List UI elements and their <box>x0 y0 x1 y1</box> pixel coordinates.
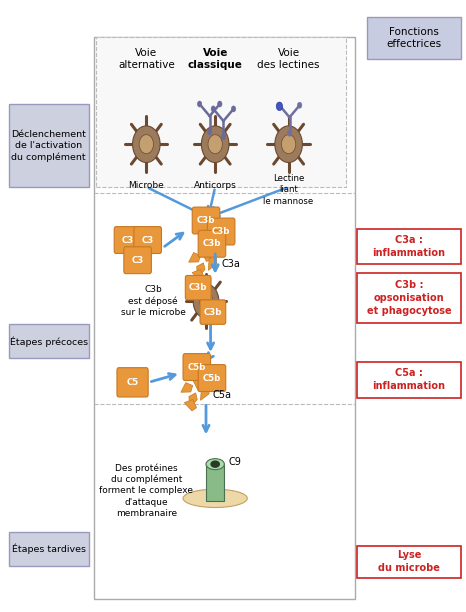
Text: C3b: C3b <box>203 239 221 248</box>
FancyBboxPatch shape <box>192 207 220 234</box>
Text: Voie
classique: Voie classique <box>188 48 243 70</box>
FancyBboxPatch shape <box>114 226 142 253</box>
Text: C3: C3 <box>131 256 144 265</box>
Text: Voie
alternative: Voie alternative <box>118 48 175 70</box>
Polygon shape <box>208 257 217 271</box>
Circle shape <box>221 134 226 140</box>
Text: C3b: C3b <box>189 283 207 292</box>
Text: Des protéines
du complément
forment le complexe
d'attaque
membranaire: Des protéines du complément forment le c… <box>99 463 193 518</box>
Text: C3b
est déposé
sur le microbe: C3b est déposé sur le microbe <box>121 285 185 317</box>
Text: C5a: C5a <box>213 390 232 400</box>
Circle shape <box>287 130 292 136</box>
Polygon shape <box>189 253 200 262</box>
Circle shape <box>197 101 202 107</box>
FancyBboxPatch shape <box>207 218 235 245</box>
FancyBboxPatch shape <box>9 324 89 358</box>
Polygon shape <box>189 393 197 408</box>
Circle shape <box>231 106 236 112</box>
FancyBboxPatch shape <box>124 247 151 274</box>
Text: Déclenchement
de l'activation
du complément: Déclenchement de l'activation du complém… <box>11 130 86 162</box>
FancyBboxPatch shape <box>198 365 226 392</box>
Circle shape <box>207 129 212 135</box>
Polygon shape <box>192 269 205 281</box>
Text: Anticorps: Anticorps <box>194 181 237 190</box>
Text: C3b: C3b <box>204 308 222 316</box>
Text: Microbe: Microbe <box>129 181 164 190</box>
FancyBboxPatch shape <box>367 17 461 59</box>
Text: Lectine
liant
le mannose: Lectine liant le mannose <box>263 174 314 206</box>
FancyBboxPatch shape <box>357 273 461 323</box>
Circle shape <box>297 102 302 108</box>
FancyBboxPatch shape <box>9 105 89 187</box>
Text: C3b :
opsonisation
et phagocytose: C3b : opsonisation et phagocytose <box>367 280 452 316</box>
Circle shape <box>277 102 282 108</box>
Text: C3b: C3b <box>212 227 230 236</box>
Polygon shape <box>197 263 205 278</box>
Text: C9: C9 <box>229 457 242 467</box>
Text: Fonctions
effectrices: Fonctions effectrices <box>386 27 441 49</box>
FancyBboxPatch shape <box>357 229 461 264</box>
Text: C3: C3 <box>122 236 134 245</box>
Text: C3b: C3b <box>197 216 215 225</box>
Ellipse shape <box>183 489 247 507</box>
Text: Étapes tardives: Étapes tardives <box>12 544 86 554</box>
Text: Voie
des lectines: Voie des lectines <box>257 48 320 70</box>
Circle shape <box>132 126 160 163</box>
Text: Étapes précoces: Étapes précoces <box>10 336 88 346</box>
FancyBboxPatch shape <box>9 532 89 565</box>
Circle shape <box>201 126 229 163</box>
FancyBboxPatch shape <box>94 37 355 599</box>
Polygon shape <box>181 382 193 392</box>
Text: C5a :
inflammation: C5a : inflammation <box>373 368 445 391</box>
Circle shape <box>208 135 222 154</box>
Text: C5b: C5b <box>188 362 206 371</box>
Text: C3a: C3a <box>221 259 240 269</box>
Text: Lyse
du microbe: Lyse du microbe <box>378 550 440 573</box>
FancyBboxPatch shape <box>357 546 461 578</box>
Circle shape <box>281 135 296 154</box>
Circle shape <box>139 135 153 154</box>
Text: C5: C5 <box>126 378 138 387</box>
FancyBboxPatch shape <box>206 464 224 501</box>
Polygon shape <box>184 400 197 411</box>
FancyBboxPatch shape <box>357 362 461 398</box>
Text: C3a :
inflammation: C3a : inflammation <box>373 236 445 258</box>
Circle shape <box>275 126 302 163</box>
Circle shape <box>218 101 222 107</box>
Circle shape <box>276 102 283 111</box>
FancyBboxPatch shape <box>200 300 226 324</box>
Circle shape <box>199 292 212 310</box>
Polygon shape <box>201 250 212 261</box>
Ellipse shape <box>206 458 224 469</box>
Polygon shape <box>193 381 204 392</box>
Ellipse shape <box>211 461 219 467</box>
FancyBboxPatch shape <box>198 230 226 257</box>
Polygon shape <box>200 387 209 400</box>
FancyBboxPatch shape <box>183 354 211 381</box>
FancyBboxPatch shape <box>96 37 346 187</box>
FancyBboxPatch shape <box>185 275 211 300</box>
Text: C3: C3 <box>142 236 154 245</box>
FancyBboxPatch shape <box>117 368 148 397</box>
Circle shape <box>211 106 216 112</box>
Text: C5b: C5b <box>203 373 221 382</box>
Circle shape <box>193 284 219 318</box>
FancyBboxPatch shape <box>134 226 162 253</box>
